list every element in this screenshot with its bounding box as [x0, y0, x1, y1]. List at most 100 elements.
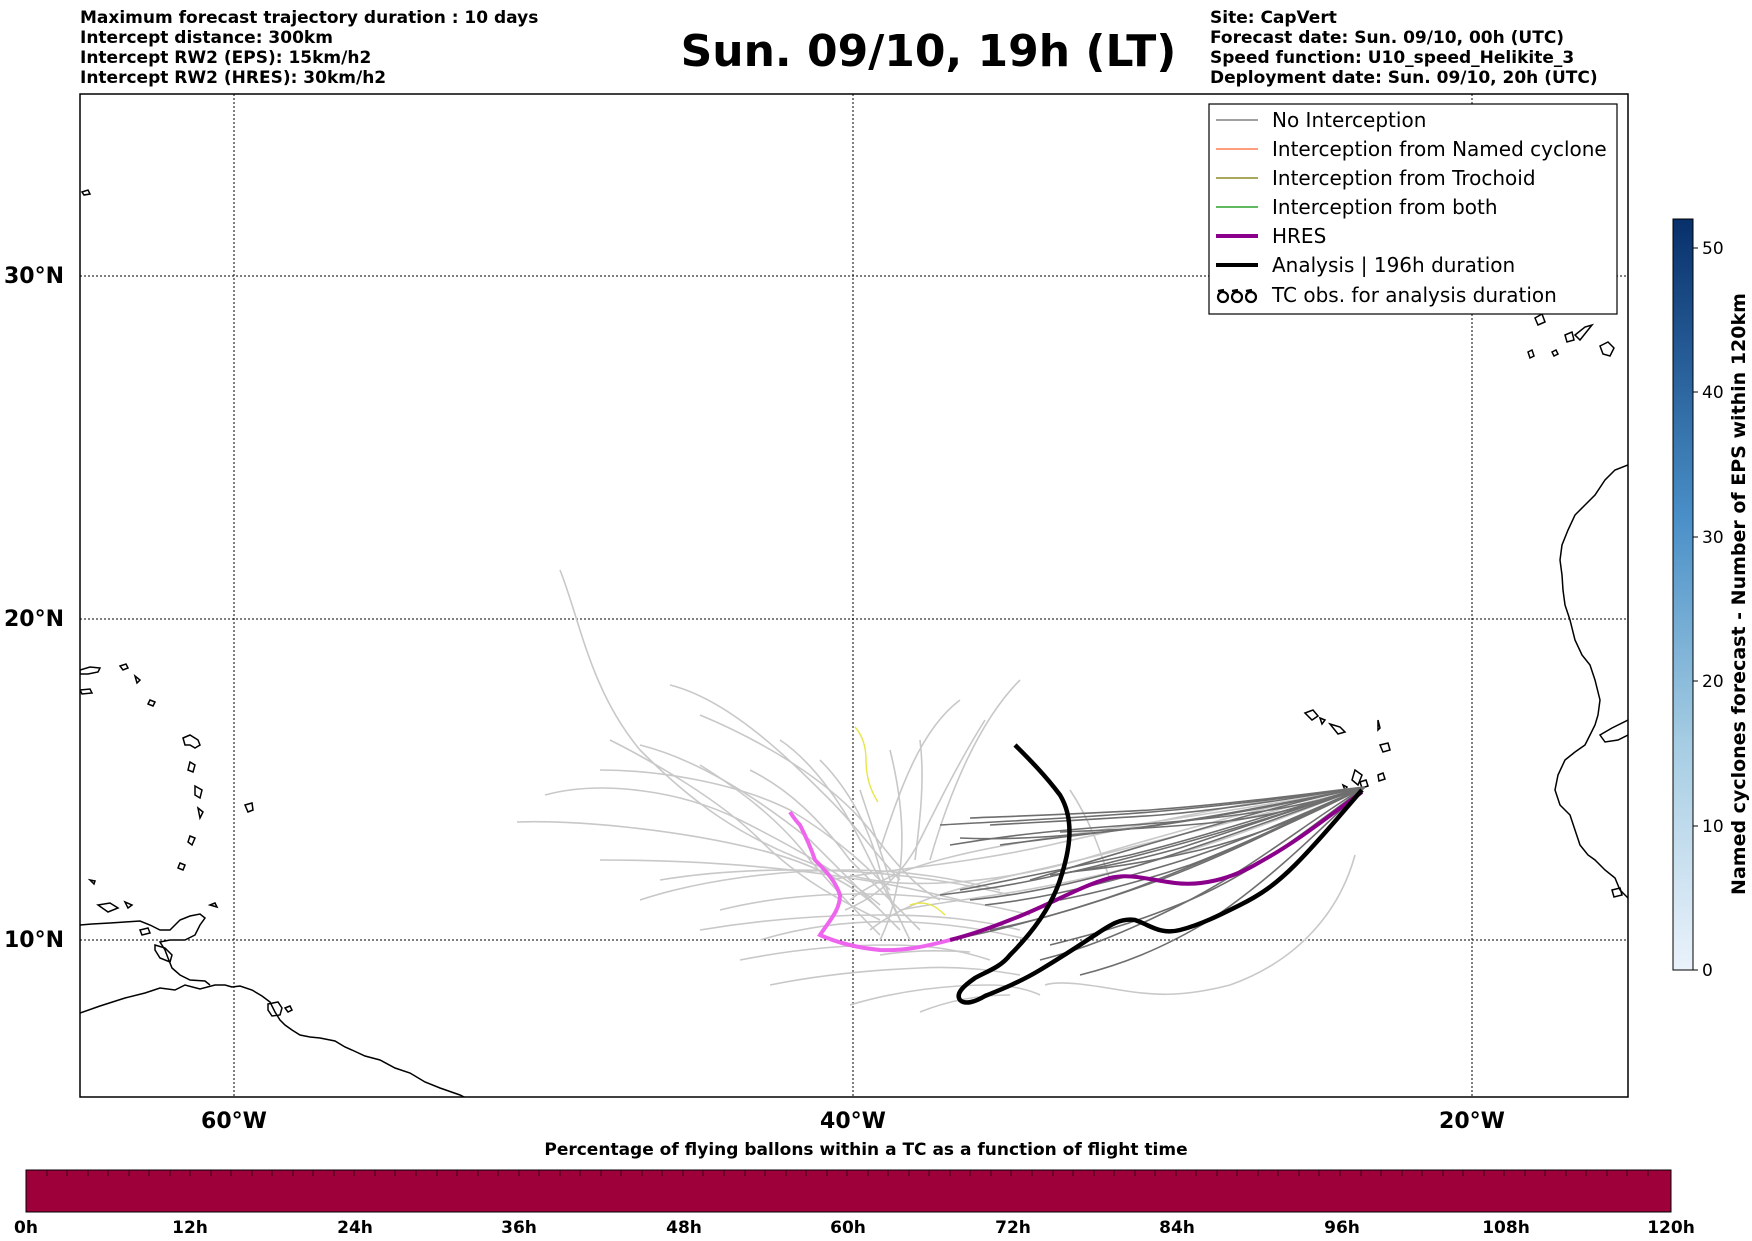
- colorbar-tick: 10: [1702, 817, 1724, 837]
- header-right: Site: CapVert Forecast date: Sun. 09/10,…: [1210, 8, 1598, 88]
- trajectory: [949, 786, 1366, 846]
- island-stvincent: [187, 835, 196, 847]
- header-left-line: Intercept distance: 300km: [80, 28, 333, 48]
- island-lapalma: [1527, 348, 1535, 360]
- island-margarita: [138, 927, 152, 936]
- bottom-bar: Percentage of flying ballons within a TC…: [14, 1140, 1695, 1238]
- bottom-bar-tick: 0h: [14, 1218, 38, 1238]
- coastline-venezuela: [80, 913, 211, 986]
- map-title: Sun. 09/10, 19h (LT): [680, 26, 1177, 77]
- colorbar-tick: 40: [1702, 383, 1724, 403]
- lat-label-10n: 10°N: [4, 928, 64, 953]
- trajectory: [779, 739, 901, 921]
- colorbar: 0 10 20 30 40 50 Named cyclones forecast…: [1672, 218, 1750, 981]
- bottom-bar-tick: 24h: [337, 1218, 373, 1238]
- map-area: 30°N 20°N 10°N 60°W 40°W 20°W No Interce…: [4, 93, 1629, 1134]
- trajectory: [516, 820, 881, 911]
- island-cayman: [87, 878, 96, 886]
- island-boavista: [1378, 742, 1391, 753]
- trajectory: [879, 749, 903, 941]
- trajectory: [949, 786, 1366, 941]
- trajectory: [969, 786, 1366, 819]
- island-bermuda: [80, 189, 92, 196]
- coastline-south-america: [80, 984, 466, 1097]
- trajectory: [819, 759, 911, 941]
- bottom-bar-tick: 84h: [1159, 1218, 1195, 1238]
- island-sal: [1377, 719, 1381, 732]
- colorbar-gradient: [1672, 218, 1694, 971]
- trajectory: [959, 786, 1366, 891]
- island-pr-east: [80, 688, 94, 695]
- trajectory: [854, 726, 879, 803]
- island-dominica: [187, 760, 196, 774]
- trajectory: [1069, 786, 1366, 873]
- bottom-bar-tick: 48h: [666, 1218, 702, 1238]
- coastline-africa: [1554, 464, 1628, 899]
- trajectory: [879, 949, 971, 956]
- cyclone-symbols-icon: [1216, 288, 1258, 304]
- trajectory: [1044, 854, 1356, 996]
- header-left-line: Intercept RW2 (EPS): 15km/h2: [80, 48, 372, 68]
- trajectory: [599, 769, 891, 891]
- trajectory: [559, 569, 831, 871]
- trajectory: [599, 859, 961, 901]
- coastline-lake: [154, 943, 173, 964]
- island-fogo: [1359, 779, 1369, 789]
- trajectory: [999, 786, 1366, 846]
- island-tenerife: [1534, 312, 1546, 326]
- island-virgin: [118, 663, 130, 671]
- trajectory: [914, 739, 923, 861]
- legend-label: HRES: [1272, 224, 1326, 248]
- island-santo-antao: [1303, 709, 1320, 721]
- colorbar-tick: 0: [1702, 961, 1713, 981]
- bottom-bar-tick: 60h: [830, 1218, 866, 1238]
- trajectory: [919, 994, 1011, 1013]
- bottom-bar-ticks: [46, 1170, 1649, 1176]
- island-guadeloupe: [182, 734, 201, 749]
- island-bissagos: [1611, 887, 1623, 898]
- lat-label-30n: 30°N: [4, 264, 64, 289]
- lon-label-60w: 60°W: [201, 1109, 267, 1134]
- bottom-bar-tick: 36h: [501, 1218, 537, 1238]
- trajectory: [984, 786, 1366, 906]
- trajectory: [969, 786, 1366, 901]
- trajectory: [1049, 786, 1366, 876]
- island-fuerteventura: [1573, 323, 1595, 342]
- island-leeward-2: [146, 699, 157, 707]
- trajectory: [849, 984, 1041, 1006]
- legend: No Interception Interception from Named …: [1208, 103, 1618, 315]
- trochoid-trajectories: [854, 726, 946, 916]
- colorbar-tick: 30: [1702, 528, 1724, 548]
- trajectory: [1069, 789, 1111, 881]
- island-puerto-rico: [80, 666, 102, 675]
- island-tobago-2: [207, 902, 219, 909]
- header-left-line: Maximum forecast trajectory duration : 1…: [80, 8, 539, 28]
- lat-label-20n: 20°N: [4, 607, 64, 632]
- header-right-line: Speed function: U10_speed_Helikite_3: [1210, 48, 1575, 68]
- bottom-bar-label: Percentage of flying ballons within a TC…: [544, 1140, 1187, 1160]
- island-tobago: [283, 1005, 294, 1013]
- bottom-bar-tick: 96h: [1324, 1218, 1360, 1238]
- colorbar-tick: 50: [1702, 239, 1724, 259]
- header-left-line: Intercept RW2 (HRES): 30km/h2: [80, 68, 387, 88]
- trajectory: [699, 914, 1021, 931]
- header-left: Maximum forecast trajectory duration : 1…: [80, 8, 538, 88]
- trajectory: [909, 902, 946, 916]
- lon-label-40w: 40°W: [820, 1109, 886, 1134]
- island-grenada: [177, 862, 186, 871]
- trajectory: [749, 769, 921, 931]
- island-leeward-1: [133, 673, 142, 685]
- bottom-bar-tick: 108h: [1482, 1218, 1530, 1238]
- legend-label: No Interception: [1272, 108, 1426, 132]
- analysis-trajectory: [956, 743, 1364, 1005]
- bottom-bar-fill: [25, 1169, 1672, 1213]
- island-martinique: [194, 784, 203, 800]
- island-gomera: [1550, 348, 1560, 358]
- island-barbados: [243, 802, 254, 813]
- trajectory: [929, 679, 1021, 861]
- legend-label: Analysis | 196h duration: [1272, 253, 1515, 277]
- trajectory: [939, 786, 1366, 826]
- trajectory: [659, 869, 1011, 896]
- island-stlucia: [196, 806, 204, 821]
